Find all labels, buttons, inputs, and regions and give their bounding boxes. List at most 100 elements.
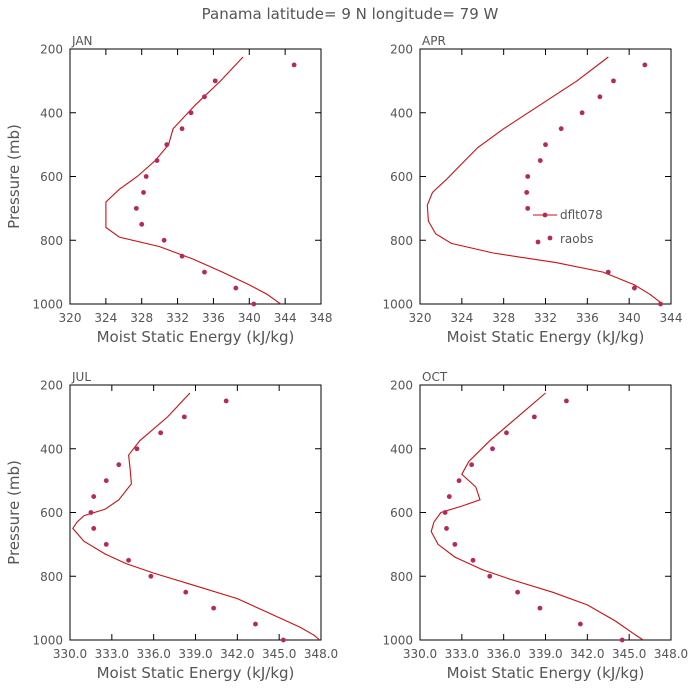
x-tick-label: 342.0 — [220, 647, 254, 661]
plot-frame — [69, 48, 322, 305]
y-tick-label: 600 — [390, 506, 413, 520]
y-tick-label: 600 — [40, 170, 63, 184]
data-point-raobs — [531, 414, 537, 420]
y-tick-label: 400 — [390, 106, 413, 120]
x-tick-label: 339.0 — [178, 647, 212, 661]
data-point-raobs — [179, 253, 185, 259]
series-line-dflt078 — [72, 392, 320, 641]
series-line-dflt078 — [430, 392, 644, 641]
data-point-raobs — [658, 301, 663, 307]
data-point-raobs — [148, 573, 154, 579]
data-point-raobs — [158, 430, 164, 436]
data-point-raobs — [212, 78, 218, 84]
x-tick-label: 320 — [409, 311, 432, 325]
x-tick-label: 328 — [130, 311, 153, 325]
x-tick-label: 330.0 — [403, 647, 437, 661]
panel-jan: JAN 320 324 328 332 336 340 344 348 200 400 600 800 1… — [5, 34, 332, 346]
data-point-raobs — [490, 446, 495, 452]
x-tick-label: 330.0 — [53, 647, 87, 661]
x-tick-label: 333.0 — [445, 647, 479, 661]
data-point-raobs — [116, 462, 122, 468]
data-point-raobs — [103, 541, 109, 547]
data-point-raobs — [103, 478, 109, 484]
data-point-raobs — [133, 205, 139, 211]
data-point-raobs — [456, 478, 462, 484]
data-point-raobs — [469, 462, 474, 468]
data-point-raobs — [537, 158, 543, 163]
legend-label-dflt078: dflt078 — [560, 208, 603, 222]
data-point-raobs — [91, 494, 97, 499]
y-tick-label: 800 — [390, 234, 413, 248]
x-tick-label: 333.0 — [95, 647, 129, 661]
panel-jul: JUL 330.0 333.0 336.0 339.0 342.0 345.0 348.0 20… — [5, 370, 338, 682]
x-tick-label: 340 — [238, 311, 261, 325]
y-tick-label: 800 — [390, 570, 413, 584]
data-point-raobs — [558, 126, 564, 132]
data-point-raobs — [202, 94, 207, 100]
legend-dot-swatch — [535, 239, 541, 245]
y-tick-label: 400 — [390, 442, 413, 456]
data-point-raobs — [446, 494, 452, 499]
data-point-raobs — [524, 190, 530, 195]
data-point-raobs — [452, 541, 458, 547]
x-tick-label: 336.0 — [136, 647, 170, 661]
x-axis-label: Moist Static Energy (kJ/kg) — [447, 328, 645, 346]
x-tick-label: 320 — [59, 311, 82, 325]
x-tick-label: 336 — [202, 311, 225, 325]
data-point-raobs — [141, 190, 146, 195]
data-point-raobs — [161, 237, 167, 243]
data-point-raobs — [504, 430, 509, 436]
data-point-raobs — [577, 621, 583, 627]
y-axis-label: Pressure (mb) — [5, 124, 23, 229]
data-point-raobs — [179, 126, 185, 132]
data-point-raobs — [233, 285, 239, 291]
data-point-raobs — [525, 205, 531, 211]
plot-frame — [69, 384, 322, 641]
figure-title: Panama latitude= 9 N longitude= 79 W — [202, 5, 499, 23]
x-tick-label: 332 — [166, 311, 189, 325]
x-tick-label: 324 — [94, 311, 117, 325]
x-tick-label: 324 — [450, 311, 473, 325]
data-point-raobs — [143, 174, 149, 179]
panel-title: JAN — [71, 34, 93, 48]
y-tick-label: 1000 — [32, 634, 63, 648]
y-tick-label: 400 — [40, 442, 63, 456]
series-line-dflt078 — [426, 56, 661, 303]
data-point-raobs — [470, 557, 476, 563]
data-point-raobs — [642, 62, 648, 68]
legend-label-raobs: raobs — [560, 232, 594, 246]
data-point-raobs — [253, 621, 258, 627]
legend-line-marker — [542, 212, 548, 218]
data-point-raobs — [154, 158, 160, 163]
data-point-raobs — [291, 62, 297, 68]
panel-apr: APR 320 324 328 332 336 340 344 200 400 600 800 1000… — [382, 34, 682, 346]
data-point-raobs — [202, 269, 207, 275]
x-tick-label: 328 — [492, 311, 515, 325]
data-point-raobs — [164, 142, 170, 148]
legend: dflt078 raobs — [530, 202, 610, 250]
y-tick-label: 1000 — [382, 298, 413, 312]
data-point-raobs — [223, 398, 229, 404]
y-tick-label: 600 — [40, 506, 63, 520]
y-tick-label: 400 — [40, 106, 63, 120]
data-point-raobs — [280, 637, 286, 643]
data-point-raobs — [91, 526, 97, 531]
panel-oct: OCT 330.0 333.0 336.0 339.0 342.0 345.0 348.0 20… — [382, 370, 688, 682]
y-axis-label: Pressure (mb) — [5, 460, 23, 565]
panel-title: OCT — [422, 370, 448, 384]
x-tick-label: 344 — [660, 311, 683, 325]
data-point-raobs — [134, 446, 140, 452]
x-tick-label: 336.0 — [486, 647, 520, 661]
x-tick-label: 344 — [274, 311, 297, 325]
x-tick-label: 345.0 — [262, 647, 296, 661]
series-line-dflt078 — [105, 56, 282, 305]
x-axis-label: Moist Static Energy (kJ/kg) — [447, 664, 645, 682]
x-tick-label: 340 — [618, 311, 641, 325]
data-point-raobs — [611, 78, 616, 84]
y-tick-label: 200 — [40, 379, 63, 393]
x-tick-label: 345.0 — [612, 647, 646, 661]
data-point-raobs — [251, 301, 257, 307]
data-point-raobs — [88, 510, 94, 515]
x-tick-label: 339.0 — [528, 647, 562, 661]
